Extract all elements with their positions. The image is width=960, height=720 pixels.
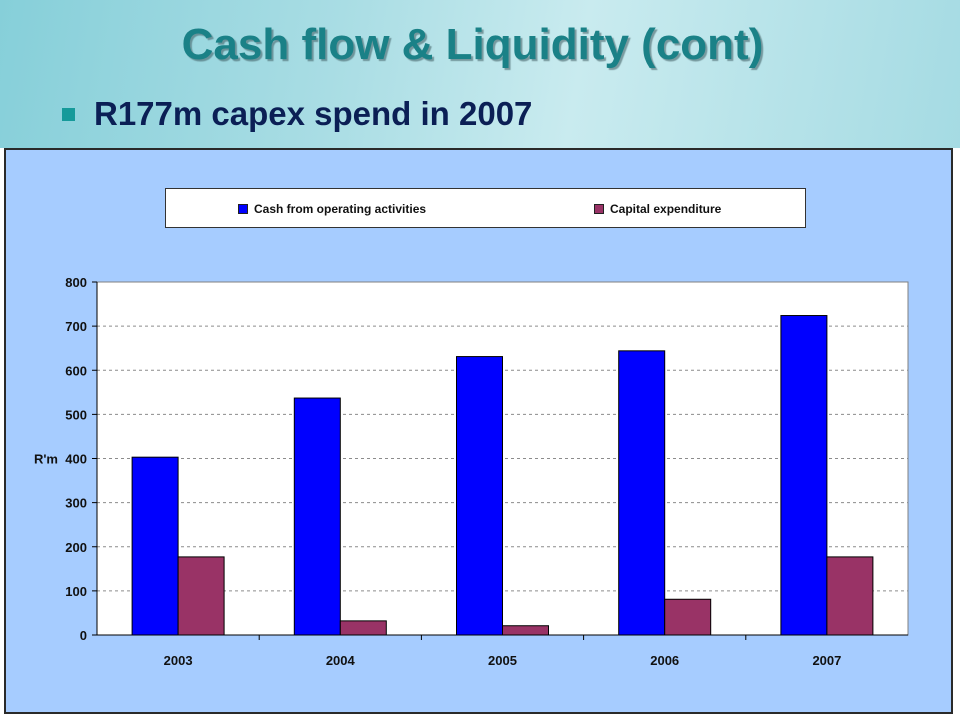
y-tick-label: 400	[65, 452, 87, 467]
bar-capex	[826, 556, 874, 636]
x-tick-label: 2005	[488, 653, 517, 668]
bullet-point: R177m capex spend in 2007	[62, 94, 532, 134]
legend-item-cash: Cash from operating activities	[238, 202, 426, 216]
legend-swatch-cash	[238, 204, 248, 214]
y-tick-label: 500	[65, 407, 87, 422]
y-tick-label: 800	[65, 275, 87, 290]
legend-label-cash: Cash from operating activities	[254, 202, 427, 216]
y-axis-label: R'm	[34, 452, 58, 467]
y-tick-label: 700	[65, 319, 87, 334]
bar-cash-operating	[618, 350, 666, 636]
bar-capex	[502, 625, 549, 636]
chart-legend: Cash from operating activities Capital e…	[165, 188, 806, 228]
bar-capex	[664, 598, 712, 636]
title-banner	[0, 0, 960, 148]
x-tick-label: 2007	[812, 653, 841, 668]
bar-cash-operating	[780, 315, 828, 636]
legend-label-capex: Capital expenditure	[610, 202, 722, 216]
bullet-square-icon	[62, 107, 75, 121]
bar-cash-operating	[131, 456, 179, 636]
x-tick-label: 2004	[326, 653, 356, 668]
bar-capex	[339, 620, 387, 636]
y-tick-label: 0	[80, 628, 87, 643]
y-tick-label: 300	[65, 496, 87, 511]
legend-swatch-capex	[594, 204, 604, 214]
legend-item-capex: Capital expenditure	[594, 202, 721, 216]
bullet-text: R177m capex spend in 2007	[94, 95, 533, 132]
slide-title: Cash flow & Liquidity (cont)	[181, 20, 764, 69]
x-tick-label: 2006	[650, 653, 679, 668]
y-tick-label: 200	[65, 540, 87, 555]
y-tick-label: 100	[65, 584, 87, 599]
y-tick-label: 600	[65, 363, 87, 378]
bar-capex	[177, 556, 225, 636]
x-tick-label: 2003	[164, 653, 193, 668]
bar-cash-operating	[456, 356, 503, 636]
bar-cash-operating	[293, 397, 341, 636]
